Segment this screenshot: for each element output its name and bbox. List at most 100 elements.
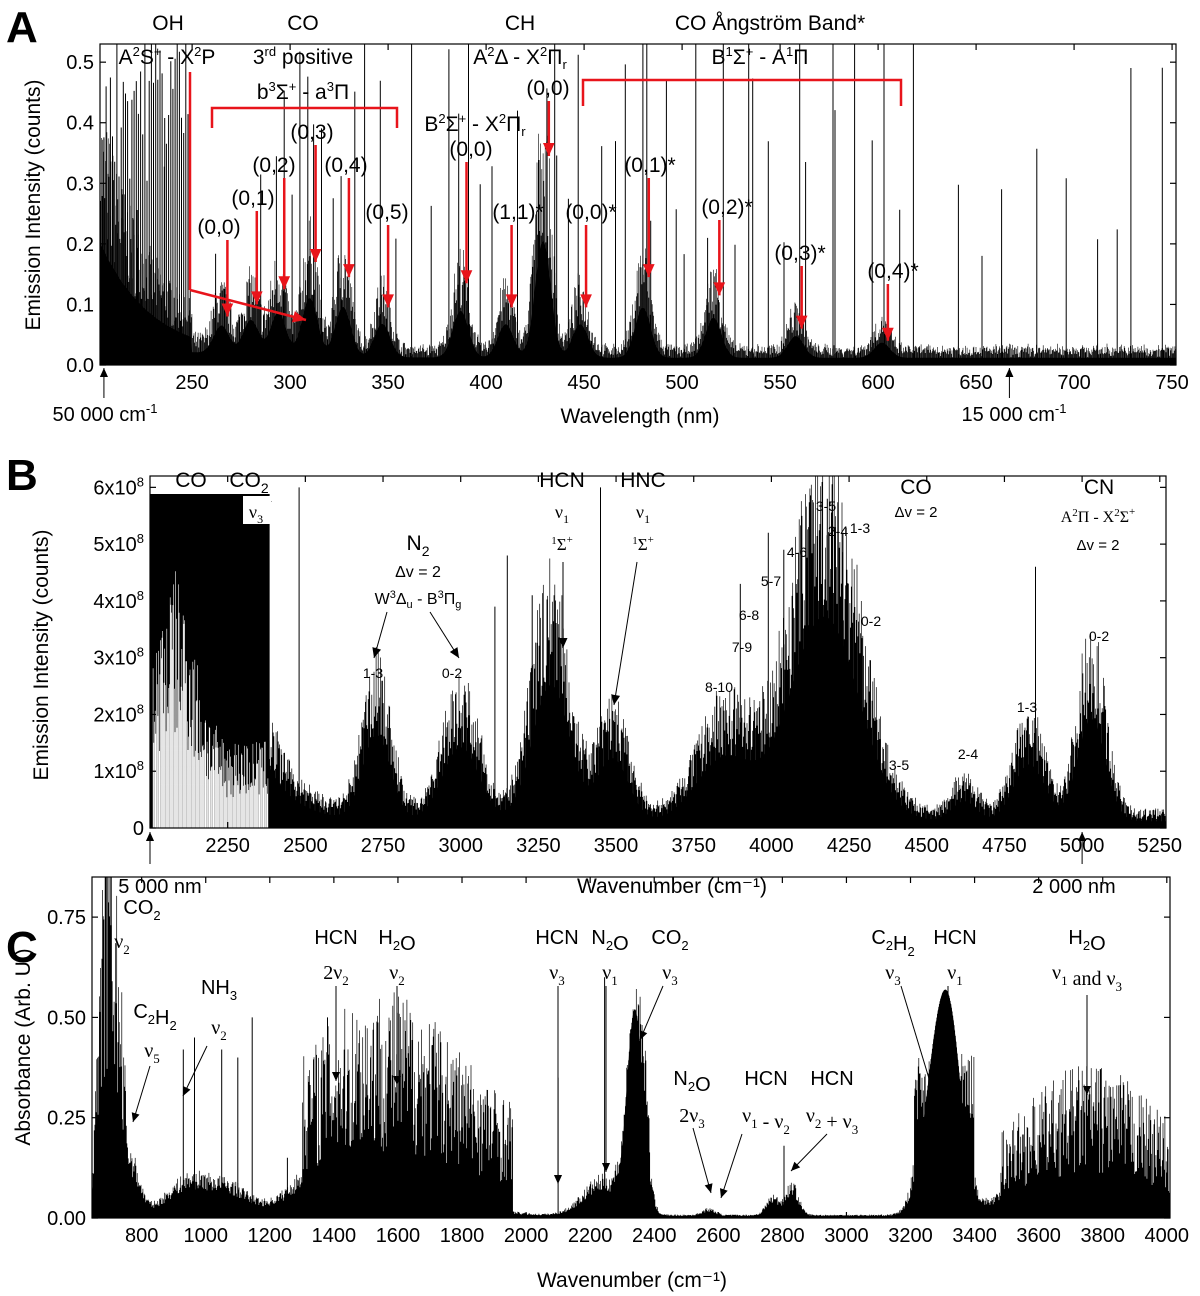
- panel-a-ylabel: Emission Intensity (counts): [22, 80, 45, 331]
- panel-a-edge-label: 50 000 cm-1: [53, 401, 158, 426]
- panel-b-xtick-label: 5250: [1138, 835, 1183, 857]
- panel-c-xtick-label: 1400: [312, 1225, 357, 1247]
- panel-a-xtick-label: 450: [567, 372, 600, 394]
- label-b-co2: CO2: [229, 469, 269, 496]
- band-arrow-6-head: [601, 1163, 611, 1172]
- band-label-1-3: 1-3: [850, 520, 870, 536]
- panel-b-edge-arrow-head: [145, 832, 155, 841]
- oh-leader-arrow-head: [291, 311, 306, 323]
- panel-b: B 2250 2500 2750 3000 3250 3500 3750 4000 4250 45…: [6, 451, 1182, 898]
- panel-c-axes: 800 1000 1200 1400 1600 1800 2000 2200 2400 2600 2…: [47, 877, 1189, 1247]
- panel-a-axes: 250 300 350 400 450 500 550 600 650 700 750 0.0 0.1 0…: [53, 44, 1189, 426]
- band-mode-3: 2ν2: [323, 962, 349, 988]
- panel-b-xtick-label: 2500: [283, 835, 328, 857]
- band-species-9: HCN: [744, 1068, 787, 1090]
- band-mode-4: ν2: [389, 962, 405, 988]
- panel-a-xtick-label: 650: [959, 372, 992, 394]
- panel-b-ylabel: Emission Intensity (counts): [30, 530, 53, 781]
- label-b-hcn: HCN: [539, 469, 585, 492]
- band-label-5-7: 5-7: [761, 573, 781, 589]
- label-a-ch-b-state: B2Σ+ - X2Πr: [424, 111, 526, 139]
- co-dv1-inner-lines: [152, 571, 269, 828]
- peak-label-283: (0,1): [231, 187, 274, 210]
- band-mode-13: ν1 and ν3: [1052, 962, 1122, 994]
- panel-c-xtick-label: 2200: [568, 1225, 613, 1247]
- panel-c-frame: [91, 876, 1171, 1219]
- band-species-1: C2H2: [133, 1001, 176, 1033]
- panel-b-ytick-label: 0: [133, 818, 144, 840]
- panel-b-edge-label: 2 000 nm: [1032, 876, 1115, 898]
- label-3rd-positive: 3rd positive: [253, 44, 353, 69]
- label-oh: OH: [152, 12, 184, 35]
- panel-c-xlabel: Wavenumber (cm⁻¹): [537, 1269, 727, 1292]
- panel-c-ytick-label: 0.50: [47, 1007, 86, 1029]
- panel-a-xtick-label: 350: [371, 372, 404, 394]
- band-label-3-5: 3-5: [889, 757, 909, 773]
- panel-a-xtick-label: 750: [1155, 372, 1188, 394]
- band-mode-0: ν2: [114, 931, 130, 957]
- band-arrow-8-head: [704, 1183, 713, 1193]
- band-label-0-2: 0-2: [442, 665, 462, 681]
- band-arrow-7-head: [639, 1030, 648, 1040]
- panel-a-xlabel: Wavelength (nm): [560, 405, 719, 428]
- peak-label-561: (0,3)*: [774, 242, 825, 265]
- panel-b-frame: [149, 475, 1167, 829]
- label-b-co-dv2: CO: [900, 476, 932, 499]
- label-b-hcn-v1: ν1: [555, 502, 569, 526]
- panel-c-xtick-label: 2600: [696, 1225, 741, 1247]
- band-mode-12: ν1: [947, 962, 963, 988]
- band-species-6: N2O: [591, 927, 628, 955]
- band-arrow-1-head: [131, 1112, 140, 1122]
- panel-a-xtick-label: 600: [861, 372, 894, 394]
- band-label-1-3: 1-3: [1017, 699, 1037, 715]
- peak-arrow-350-head: [382, 294, 394, 308]
- peak-arrow-268-head: [221, 303, 234, 317]
- band-species-0: CO2: [123, 897, 160, 923]
- panel-b-edge-arrow-head: [1078, 832, 1087, 841]
- hcn-arrow-head: [558, 638, 568, 648]
- panel-b-xtick-label: 4250: [827, 835, 872, 857]
- band-mode-5: ν3: [549, 962, 565, 988]
- panel-c-xtick-label: 1200: [248, 1225, 293, 1247]
- panel-b-xtick-label: 3250: [516, 835, 561, 857]
- peak-label-350: (0,5): [365, 201, 408, 224]
- panel-c-annotations: CO2 ν2 C2H2 ν5 NH3 ν2 HCN 2ν2 H2O ν2 HCN ν3 N2O ν1 CO2…: [114, 897, 1122, 1199]
- panel-b-xtick-label: 3500: [594, 835, 639, 857]
- band-arrow-9-head: [719, 1188, 728, 1198]
- panel-b-lines: [298, 487, 1036, 828]
- band-arrow-8: [692, 1127, 712, 1194]
- panel-c-ytick-label: 0.75: [47, 907, 86, 929]
- peak-label-297: (0,2): [252, 154, 295, 177]
- peak-label-519: (0,2)*: [701, 196, 752, 219]
- panel-c-xtick-label: 2800: [760, 1225, 805, 1247]
- label-b-co: CO: [175, 469, 207, 492]
- peak-arrow-451-head: [580, 294, 592, 308]
- panel-a-edge-arrow-head: [99, 368, 108, 377]
- panel-b-ytick-label: 2x108: [93, 701, 144, 726]
- hnc-arrow: [613, 561, 638, 706]
- peak-arrow-483-head: [642, 264, 655, 278]
- panel-b-axes: 2250 2500 2750 3000 3250 3500 3750 4000 4250 4500…: [93, 474, 1182, 898]
- panel-c-xtick-label: 3000: [824, 1225, 869, 1247]
- panel-c-xtick-label: 2000: [504, 1225, 549, 1247]
- panel-a-ytick-label: 0.3: [66, 173, 94, 195]
- panel-a-lines: [103, 44, 1163, 365]
- band-arrow-2: [182, 1045, 208, 1097]
- peak-arrow-313-head: [309, 249, 322, 263]
- panel-c-ytick-label: 0.00: [47, 1208, 86, 1230]
- band-label-7-9: 7-9: [732, 639, 752, 655]
- band-arrow-4-head: [392, 1076, 402, 1085]
- panel-b-annotations: 1-3 0-28-107-96-85-74-63-52-4 1-30-23-52-4…: [363, 498, 1109, 773]
- band-arrow-11-head: [927, 1085, 936, 1095]
- panel-b-letter: B: [6, 451, 38, 500]
- panel-a-ytick-label: 0.1: [66, 294, 94, 316]
- band-label-2-4: 2-4: [828, 523, 848, 539]
- peak-label-390: (0,0): [449, 138, 492, 161]
- panel-a-ytick-label: 0.4: [66, 113, 94, 135]
- panel-b-spectrum: [150, 476, 1167, 828]
- panel-a-spectrum: [99, 44, 1176, 365]
- panel-a-xtick-label: 400: [469, 372, 502, 394]
- panel-a-xtick-label: 250: [175, 372, 208, 394]
- band-label-1-3: 1-3: [363, 665, 383, 681]
